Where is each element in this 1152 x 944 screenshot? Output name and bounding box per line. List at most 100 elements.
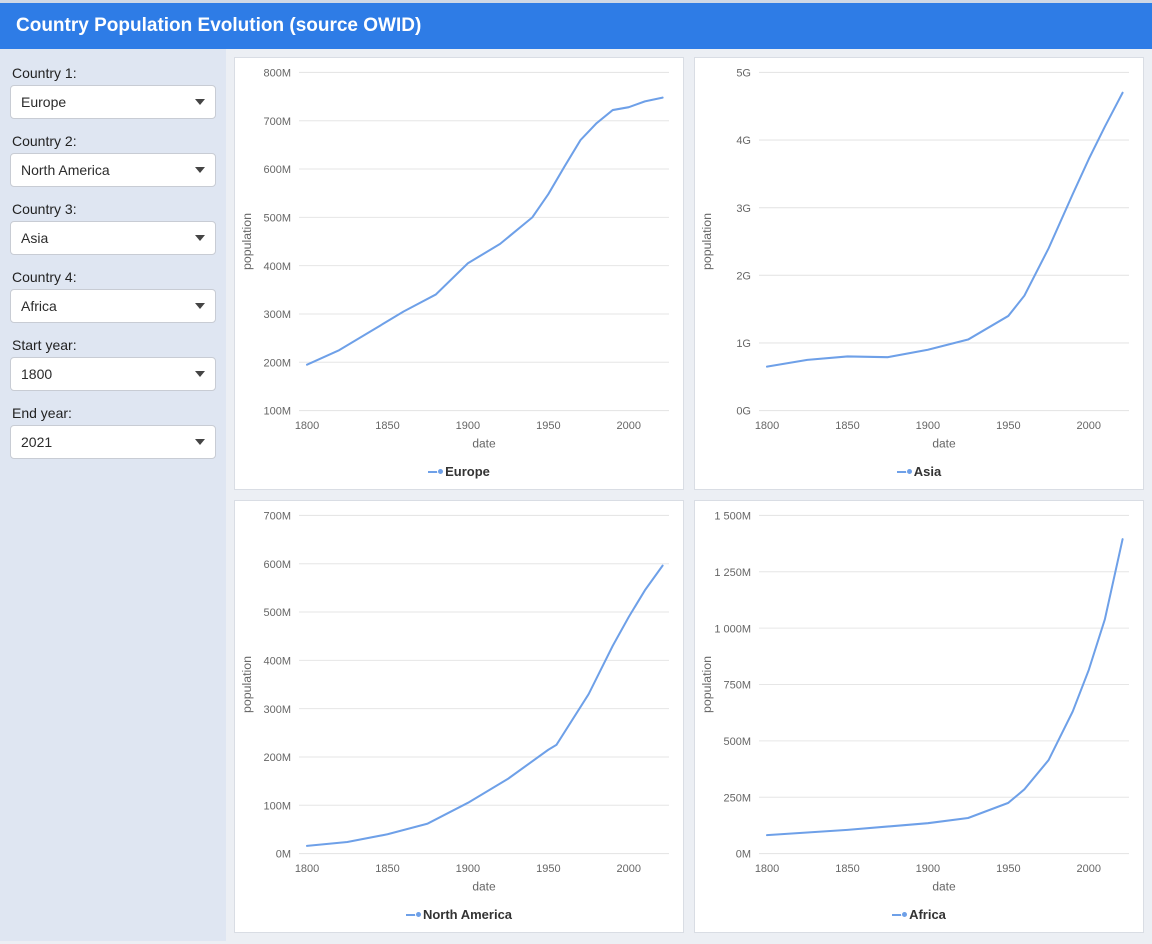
body-container: Country 1: Europe Country 2: North America C… [0,49,1152,941]
select-country-3[interactable]: Asia [10,221,216,255]
svg-text:population: population [700,656,714,713]
svg-text:1900: 1900 [916,863,940,875]
chart-plot[interactable]: 0G1G2G3G4G5G18001850190019502000datepopu… [695,58,1143,458]
page-title: Country Population Evolution (source OWI… [16,15,421,36]
svg-text:2G: 2G [736,270,751,282]
svg-text:300M: 300M [264,309,291,321]
legend-label: Africa [909,907,946,922]
svg-text:1800: 1800 [295,863,319,875]
svg-text:1800: 1800 [755,863,779,875]
chevron-down-icon [195,235,205,241]
svg-text:3G: 3G [736,203,751,215]
select-value: Africa [21,298,57,314]
control-label: Start year: [12,337,214,353]
svg-text:0M: 0M [276,849,291,861]
svg-text:500M: 500M [264,212,291,224]
select-value: Asia [21,230,48,246]
svg-text:400M: 400M [264,261,291,273]
legend-marker-icon [428,468,439,475]
svg-text:700M: 700M [264,510,291,522]
chart-legend[interactable]: Africa [695,901,1143,932]
svg-text:700M: 700M [264,116,291,128]
chart-plot[interactable]: 0M 250M 500M 750M 1 000M 1 250M 1 500M 1800 1850… [695,501,1143,901]
svg-text:1 500M: 1 500M [714,510,751,522]
chart-legend[interactable]: Asia [695,458,1143,489]
sidebar: Country 1: Europe Country 2: North America C… [0,49,226,941]
chart-legend[interactable]: Europe [235,458,683,489]
svg-text:population: population [240,656,254,713]
svg-text:1800: 1800 [295,420,319,432]
svg-text:300M: 300M [264,704,291,716]
svg-text:1950: 1950 [996,420,1020,432]
svg-text:0G: 0G [736,406,751,418]
control-label: Country 1: [12,65,214,81]
svg-text:2000: 2000 [617,863,641,875]
svg-text:2000: 2000 [1077,420,1101,432]
select-value: 1800 [21,366,52,382]
svg-text:100M: 100M [264,406,291,418]
legend-label: Asia [914,464,941,479]
chevron-down-icon [195,303,205,309]
svg-text:500M: 500M [724,736,751,748]
svg-text:2000: 2000 [1077,863,1101,875]
svg-text:600M: 600M [264,559,291,571]
select-end-year[interactable]: 2021 [10,425,216,459]
control-label: End year: [12,405,214,421]
svg-text:population: population [700,213,714,270]
svg-text:1 250M: 1 250M [714,567,751,579]
select-country-1[interactable]: Europe [10,85,216,119]
svg-text:400M: 400M [264,655,291,667]
svg-text:600M: 600M [264,164,291,176]
legend-label: Europe [445,464,490,479]
svg-text:1 000M: 1 000M [714,623,751,635]
svg-text:population: population [240,213,254,270]
legend-label: North America [423,907,512,922]
chart-plot[interactable]: 100M 200M 300M 400M 500M 600M 700M 800M 1800 1850… [235,58,683,458]
svg-text:200M: 200M [264,357,291,369]
legend-marker-icon [406,911,417,918]
legend-marker-icon [897,468,908,475]
svg-text:date: date [472,437,496,451]
svg-text:date: date [472,880,496,894]
svg-text:1850: 1850 [375,420,399,432]
control-label: Country 3: [12,201,214,217]
page-header: Country Population Evolution (source OWI… [0,0,1152,49]
chart-plot[interactable]: 0M 100M 200M 300M 400M 500M 600M 700M 1800 1850 19… [235,501,683,901]
select-value: North America [21,162,110,178]
select-start-year[interactable]: 1800 [10,357,216,391]
svg-text:date: date [932,880,956,894]
svg-text:500M: 500M [264,607,291,619]
select-country-2[interactable]: North America [10,153,216,187]
svg-text:2000: 2000 [617,420,641,432]
chevron-down-icon [195,439,205,445]
chart-card-north-america: 0M 100M 200M 300M 400M 500M 600M 700M 1800 1850 19… [234,500,684,933]
control-label: Country 2: [12,133,214,149]
chart-legend[interactable]: North America [235,901,683,932]
svg-text:0M: 0M [736,849,751,861]
svg-text:1G: 1G [736,338,751,350]
svg-text:200M: 200M [264,752,291,764]
svg-text:250M: 250M [724,792,751,804]
svg-text:800M: 800M [264,67,291,79]
charts-grid: 100M 200M 300M 400M 500M 600M 700M 800M 1800 1850… [226,49,1152,941]
svg-text:1950: 1950 [536,420,560,432]
svg-text:5G: 5G [736,67,751,79]
svg-text:1950: 1950 [996,863,1020,875]
svg-text:4G: 4G [736,135,751,147]
svg-text:1800: 1800 [755,420,779,432]
svg-text:1950: 1950 [536,863,560,875]
control-label: Country 4: [12,269,214,285]
svg-text:1900: 1900 [456,420,480,432]
svg-text:750M: 750M [724,679,751,691]
chevron-down-icon [195,371,205,377]
svg-text:1850: 1850 [835,863,859,875]
svg-text:1900: 1900 [456,863,480,875]
chevron-down-icon [195,99,205,105]
svg-text:1850: 1850 [835,420,859,432]
chart-card-asia: 0G1G2G3G4G5G18001850190019502000datepopu… [694,57,1144,490]
svg-text:1850: 1850 [375,863,399,875]
svg-text:100M: 100M [264,800,291,812]
select-country-4[interactable]: Africa [10,289,216,323]
chevron-down-icon [195,167,205,173]
svg-text:1900: 1900 [916,420,940,432]
